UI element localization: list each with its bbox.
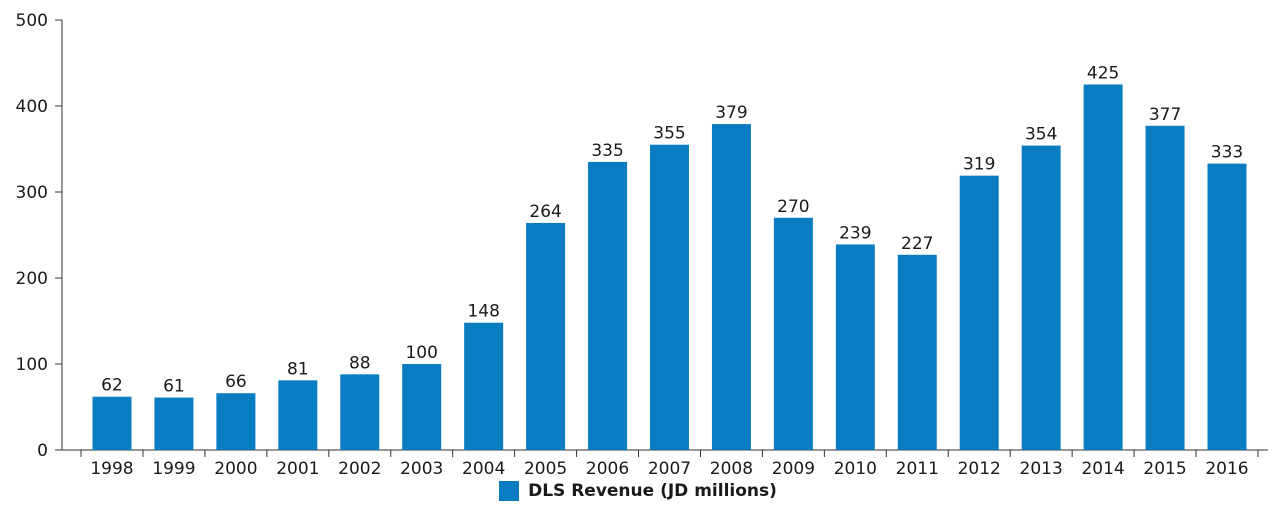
x-tick-label: 2007 [648,459,691,479]
bar [278,380,318,450]
x-tick-label: 2010 [834,459,877,479]
bar [711,124,751,450]
bar [526,222,566,450]
bar [464,322,504,450]
data-label: 62 [101,376,123,396]
data-label: 61 [163,377,185,397]
y-tick-label: 400 [16,97,48,117]
bar [835,244,875,450]
data-label: 88 [349,353,371,373]
bar [1083,84,1123,450]
data-label: 66 [225,372,247,392]
x-tick-label: 2004 [462,459,505,479]
data-label: 425 [1087,64,1119,84]
x-tick-label: 1999 [152,459,195,479]
x-tick-label: 2005 [524,459,567,479]
data-label: 227 [901,234,933,254]
data-label: 81 [287,359,309,379]
bars [92,84,1247,450]
x-tick-label: 2009 [772,459,815,479]
legend-swatch [499,481,520,501]
y-tick-label: 100 [16,355,48,375]
data-label: 335 [591,141,623,161]
data-label: 270 [777,197,809,217]
x-tick-label: 2012 [958,459,1001,479]
legend-label: DLS Revenue (JD millions) [528,481,777,501]
x-tick-label: 2001 [276,459,319,479]
x-tick-label: 2011 [896,459,939,479]
x-tick-label: 2013 [1020,459,1063,479]
y-tick-label: 300 [16,183,48,203]
x-tick-label: 2015 [1143,459,1186,479]
x-tick-label: 2014 [1081,459,1124,479]
data-label: 377 [1149,105,1181,125]
y-tick-label: 0 [37,441,48,461]
bar [340,374,380,450]
data-label: 148 [467,302,499,322]
data-label: 354 [1025,125,1057,145]
legend: DLS Revenue (JD millions) [0,481,1276,501]
x-axis: 1998 1999 2000 2001 2002 2003 2004 2005 2006 2007… [62,449,1268,479]
x-tick-label: 2008 [710,459,753,479]
bar [897,254,937,450]
data-label: 239 [839,223,871,243]
bar [154,397,194,450]
bar [959,175,999,450]
y-tick-label: 500 [16,11,48,31]
data-label: 100 [405,343,437,363]
bar [216,393,256,450]
x-tick-label: 2002 [338,459,381,479]
bar [402,364,442,450]
bar [1021,145,1061,450]
y-tick-label: 200 [16,269,48,289]
x-tick-label: 2000 [214,459,257,479]
data-label: 319 [963,155,995,175]
y-axis: 0 100 200 300 400 500 [16,11,63,461]
x-tick-label: 2003 [400,459,443,479]
bar [588,161,628,450]
bar [1145,125,1185,450]
data-label: 264 [529,202,561,222]
bar [650,144,689,450]
data-label: 379 [715,103,747,123]
bar [773,217,813,450]
bar [1207,163,1247,450]
x-tick-label: 1998 [90,459,133,479]
bar [92,396,132,450]
data-label: 333 [1211,143,1243,163]
x-tick-label: 2006 [586,459,629,479]
data-label: 355 [653,124,685,144]
x-tick-label: 2016 [1205,459,1248,479]
data-labels: 62 61 66 81 88 100 148 264 335 355 379 270 239 227 319… [101,64,1243,397]
